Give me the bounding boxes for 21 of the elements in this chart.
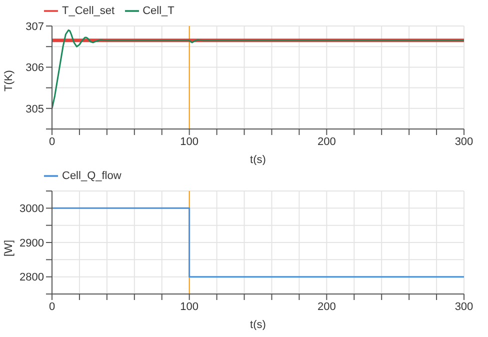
- y-tick-label: 3000: [20, 203, 44, 216]
- y-tick-label: 307: [26, 20, 44, 33]
- x-tick-label: 0: [48, 136, 56, 148]
- x-axis-title: t(s): [250, 319, 266, 331]
- y-tick-label: 306: [26, 62, 44, 74]
- y-tick-label: 2900: [20, 237, 44, 250]
- x-tick-label: 0: [48, 300, 56, 313]
- y-tick-label: 2800: [20, 272, 44, 284]
- x-tick-label: 300: [454, 136, 474, 148]
- y-axis-title: T(K): [2, 70, 15, 92]
- legend-label: Cell_Q_flow: [62, 170, 122, 182]
- x-tick-label: 100: [180, 300, 199, 313]
- x-tick-label: 300: [454, 300, 474, 313]
- x-tick-label: 200: [317, 300, 336, 313]
- x-tick-label: 200: [317, 136, 336, 148]
- x-axis-title: t(s): [250, 154, 266, 166]
- legend-label: T_Cell_set: [62, 4, 115, 17]
- x-tick-label: 100: [180, 136, 199, 148]
- legend-label: Cell_T: [142, 4, 174, 17]
- y-tick-label: 305: [26, 103, 44, 116]
- y-axis-title: [W]: [2, 240, 15, 256]
